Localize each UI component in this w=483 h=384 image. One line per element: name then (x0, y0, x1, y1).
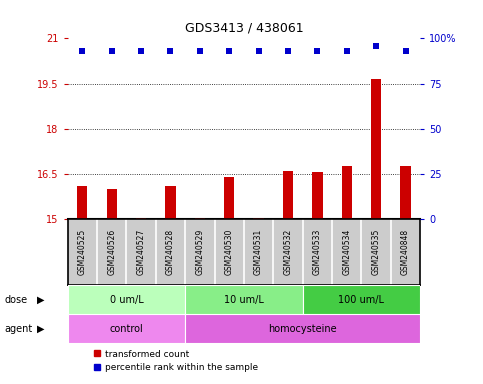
Text: homocysteine: homocysteine (269, 324, 337, 334)
Text: GSM240525: GSM240525 (78, 229, 87, 275)
Bar (312, 172, 323, 219)
Bar (185, 314, 420, 343)
Text: ▶: ▶ (37, 324, 45, 334)
Text: control: control (110, 324, 143, 334)
Text: agent: agent (5, 324, 33, 334)
Text: ▶: ▶ (37, 295, 45, 305)
Text: 10 um/L: 10 um/L (224, 295, 264, 305)
Bar (195, 218, 205, 219)
Bar (224, 177, 234, 219)
Bar (185, 285, 303, 314)
Text: GSM240528: GSM240528 (166, 229, 175, 275)
Text: GSM240529: GSM240529 (195, 229, 204, 275)
Text: GSM240848: GSM240848 (401, 229, 410, 275)
Text: GSM240531: GSM240531 (254, 229, 263, 275)
Bar (68, 314, 185, 343)
Bar (303, 285, 420, 314)
Bar (136, 218, 146, 219)
Bar (254, 218, 264, 219)
Text: dose: dose (5, 295, 28, 305)
Bar (400, 166, 411, 219)
Bar (341, 166, 352, 219)
Title: GDS3413 / 438061: GDS3413 / 438061 (185, 22, 303, 35)
Legend: transformed count, percentile rank within the sample: transformed count, percentile rank withi… (90, 346, 262, 376)
Bar (77, 186, 87, 219)
Bar (283, 171, 293, 219)
Text: GSM240534: GSM240534 (342, 229, 351, 275)
Text: 100 um/L: 100 um/L (339, 295, 384, 305)
Text: GSM240533: GSM240533 (313, 229, 322, 275)
Text: GSM240527: GSM240527 (137, 229, 145, 275)
Text: 0 um/L: 0 um/L (110, 295, 143, 305)
Bar (165, 186, 176, 219)
Text: GSM240535: GSM240535 (371, 229, 381, 275)
Bar (107, 189, 117, 219)
Bar (371, 79, 381, 219)
Text: GSM240532: GSM240532 (284, 229, 293, 275)
Bar (68, 285, 185, 314)
Text: GSM240530: GSM240530 (225, 229, 234, 275)
Text: GSM240526: GSM240526 (107, 229, 116, 275)
